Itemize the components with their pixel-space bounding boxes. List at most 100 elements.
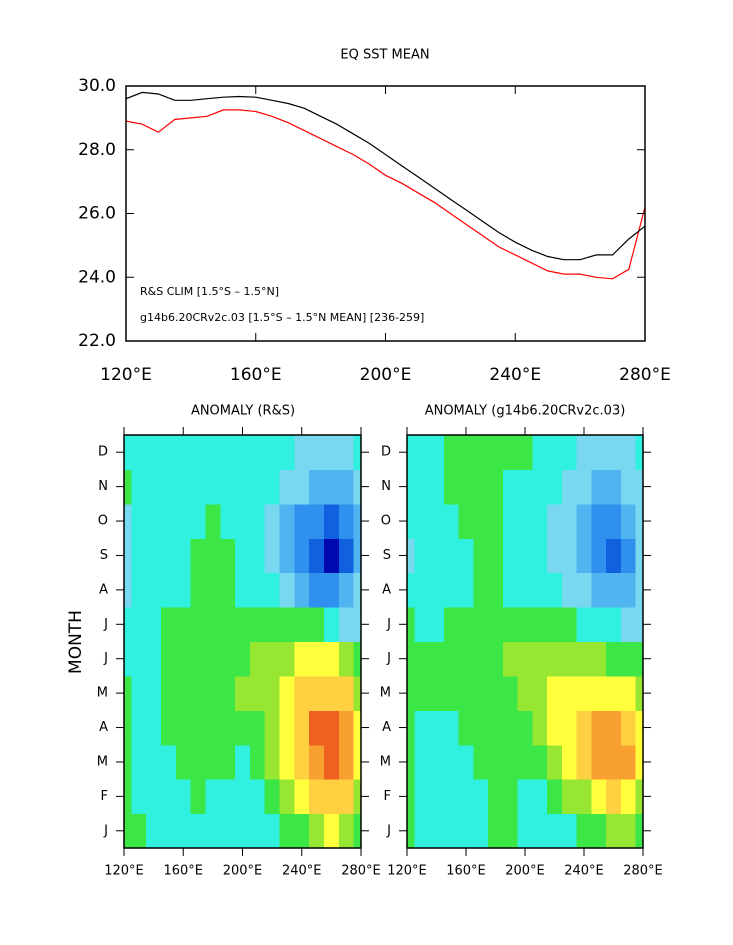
x-tick-label: 240°E [282,864,322,879]
contour-cell [249,538,266,574]
contour-cell [323,641,340,677]
contour-cell [488,779,504,815]
series-line [125,109,646,280]
contour-cell [338,813,355,849]
contour-cell [190,641,206,677]
contour-cell [488,813,504,849]
contour-cell [220,813,236,849]
contour-cell [488,435,504,470]
y-tick-label: M [380,754,391,769]
contour-cell [264,641,281,677]
contour-cell [429,675,445,711]
contour-cell [264,503,281,539]
x-tick-label: 160°E [230,365,282,385]
contour-cell [407,435,415,470]
contour-cell [220,675,236,711]
contour-cell [532,503,548,539]
contour-cell [220,607,236,642]
contour-cell [338,779,355,815]
contour-cell [561,744,578,780]
contour-cell [635,744,644,780]
contour-cell [473,607,489,642]
contour-cell [635,675,644,711]
contour-cell [547,572,563,608]
x-tick-label: 120°E [100,365,152,385]
contour-cell [338,538,355,574]
contour-cell [309,538,325,574]
contour-cell [124,744,132,780]
y-tick-label: O [98,514,108,529]
contour-cell [488,675,504,711]
contour-cell [443,538,460,574]
contour-cell [294,572,310,608]
contour-cell [294,744,310,780]
contour-cell [429,607,445,642]
contour-cell [131,710,147,746]
contour-cell [443,675,460,711]
contour-cell [547,641,563,677]
contour-cell [175,538,192,574]
contour-cell [146,675,162,711]
contour-cell [353,675,362,711]
contour-cell [161,607,177,642]
contour-cell [488,744,504,780]
contour-cell [353,469,362,505]
contour-cell [561,607,578,642]
contour-cell [591,779,607,815]
contour-cell [161,675,177,711]
contour-cell [264,538,281,574]
contour-cell [294,607,310,642]
contour-cell [407,813,415,849]
y-tick-label: A [382,720,391,735]
contour-cell [407,469,415,505]
contour-cell [309,779,325,815]
contour-cell [407,675,415,711]
contour-cell [429,503,445,539]
contour-cell [407,538,415,574]
contour-cell [205,744,221,780]
contour-cell [338,572,355,608]
contour-cell [146,469,162,505]
contour-cell [635,779,644,815]
contour-cell [517,675,533,711]
contour-cell [502,710,519,746]
x-tick-label: 280°E [619,365,671,385]
contour-cell [517,503,533,539]
y-tick-label: J [386,617,391,632]
contour-cell [606,744,622,780]
contour-cell [249,607,266,642]
contour-cell [429,469,445,505]
contour-cell [146,779,162,815]
contour-cell [131,675,147,711]
contour-cell [414,469,430,505]
contour-cell [591,469,607,505]
contour-cell [249,503,266,539]
y-tick-label: N [381,479,391,494]
contour-cell [131,469,147,505]
contour-cell [606,572,622,608]
contour-cell [635,813,644,849]
contour-cell [235,675,251,711]
contour-cell [620,744,637,780]
contour-cell [235,607,251,642]
contour-cell [249,744,266,780]
contour-cell [561,469,578,505]
contour-cell [517,641,533,677]
contour-cell [620,469,637,505]
contour-cell [205,538,221,574]
contour-cell [635,469,644,505]
contour-cell [124,813,132,849]
contour-cell [161,538,177,574]
y-tick-label: J [386,823,391,838]
panel-title: ANOMALY (R&S) [191,404,295,419]
contour-cell [414,675,430,711]
contour-cell [407,572,415,608]
contour-cell [443,435,460,470]
plot-frame [123,434,362,849]
contour-cell [235,538,251,574]
contour-cell [279,435,295,470]
contour-cell [205,641,221,677]
contour-cell [458,641,474,677]
y-tick-label: 24.0 [78,267,116,287]
contour-cell [576,503,592,539]
